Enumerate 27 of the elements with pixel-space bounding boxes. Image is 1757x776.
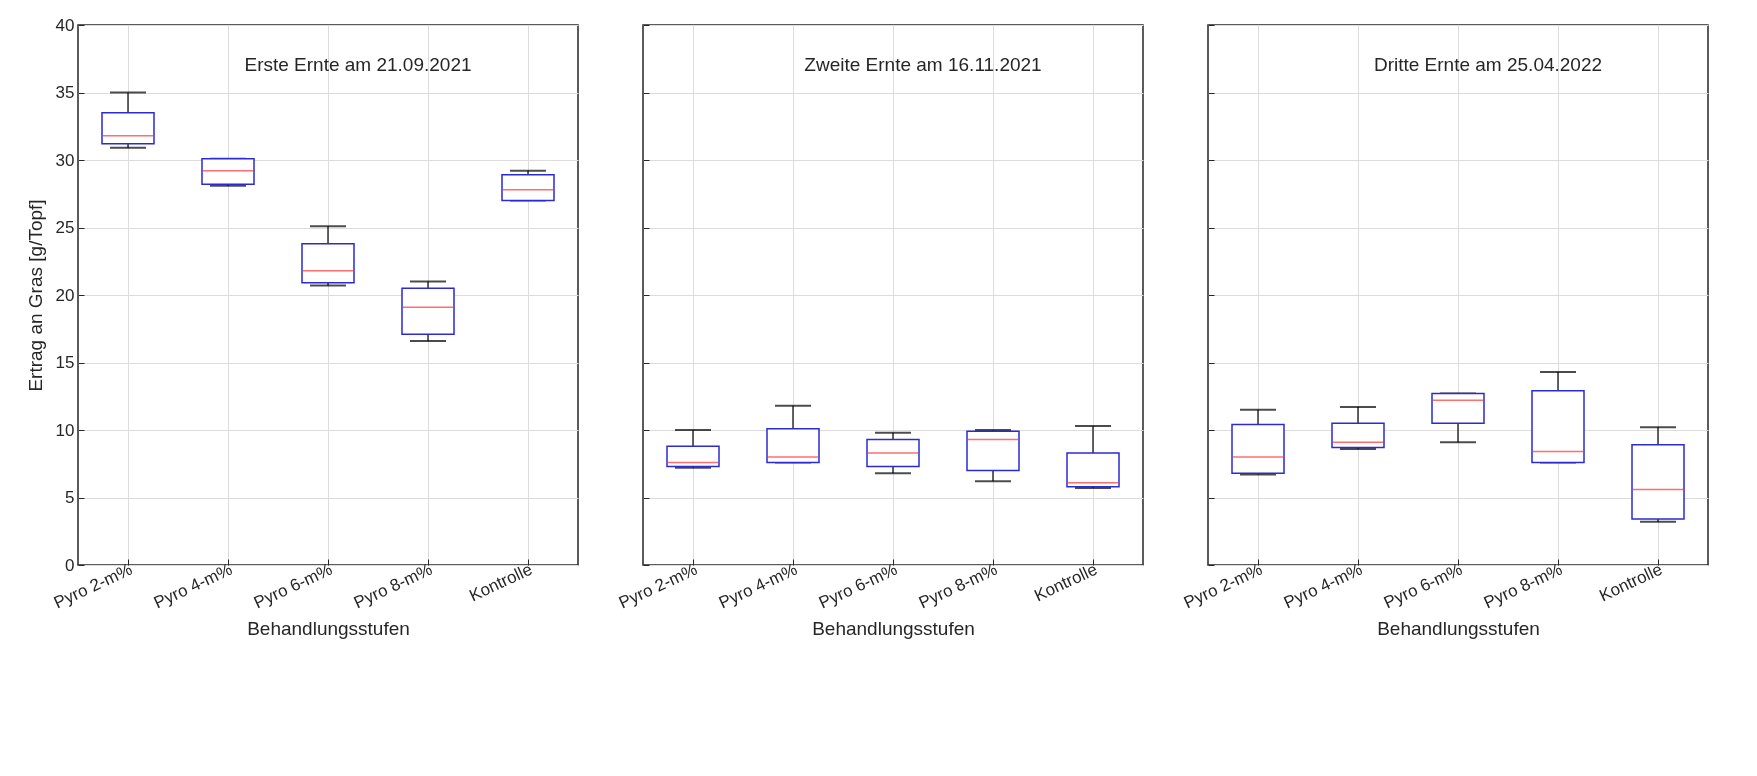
x-tick-label: Pyro 4-m% xyxy=(150,559,236,613)
text: Dritte Ernte am 25.04.2022 xyxy=(1373,54,1603,75)
y-axis-title: Ertrag an Gras [g/Topf] xyxy=(24,199,46,392)
x-tick-label: Pyro 4-m% xyxy=(715,559,801,613)
x-tick-label: Pyro 8-m% xyxy=(350,559,436,613)
x-tick-label: Pyro 2-m% xyxy=(1180,559,1266,613)
y-tick-label: 30 xyxy=(55,150,75,170)
x-axis-title: Behandlungsstufen xyxy=(812,617,975,639)
text: Zweite Ernte am 16.11.2021 xyxy=(804,54,1042,75)
y-tick-label: 10 xyxy=(55,420,75,440)
y-tick-label: 40 xyxy=(55,15,75,35)
y-tick-label: 15 xyxy=(55,353,75,372)
y-tick-label: 20 xyxy=(55,285,75,305)
y-tick-label: 5 xyxy=(65,488,75,507)
x-tick-label: Pyro 6-m% xyxy=(250,559,336,613)
x-tick-label: Pyro 8-m% xyxy=(1480,559,1566,613)
x-tick-label: Pyro 6-m% xyxy=(815,559,901,613)
y-tick-label: 35 xyxy=(55,83,75,102)
text: Erste Ernte am 21.09.2021 xyxy=(244,54,472,75)
y-tick-label: 25 xyxy=(55,218,75,237)
x-tick-label: Pyro 6-m% xyxy=(1380,559,1466,613)
x-tick-label: Pyro 2-m% xyxy=(615,559,701,613)
x-axis-title: Behandlungsstufen xyxy=(1377,617,1540,639)
y-tick-label: 0 xyxy=(65,555,75,575)
x-tick-label: Pyro 8-m% xyxy=(915,559,1001,613)
x-axis-title: Behandlungsstufen xyxy=(247,617,410,639)
x-tick-label: Pyro 4-m% xyxy=(1280,559,1366,613)
